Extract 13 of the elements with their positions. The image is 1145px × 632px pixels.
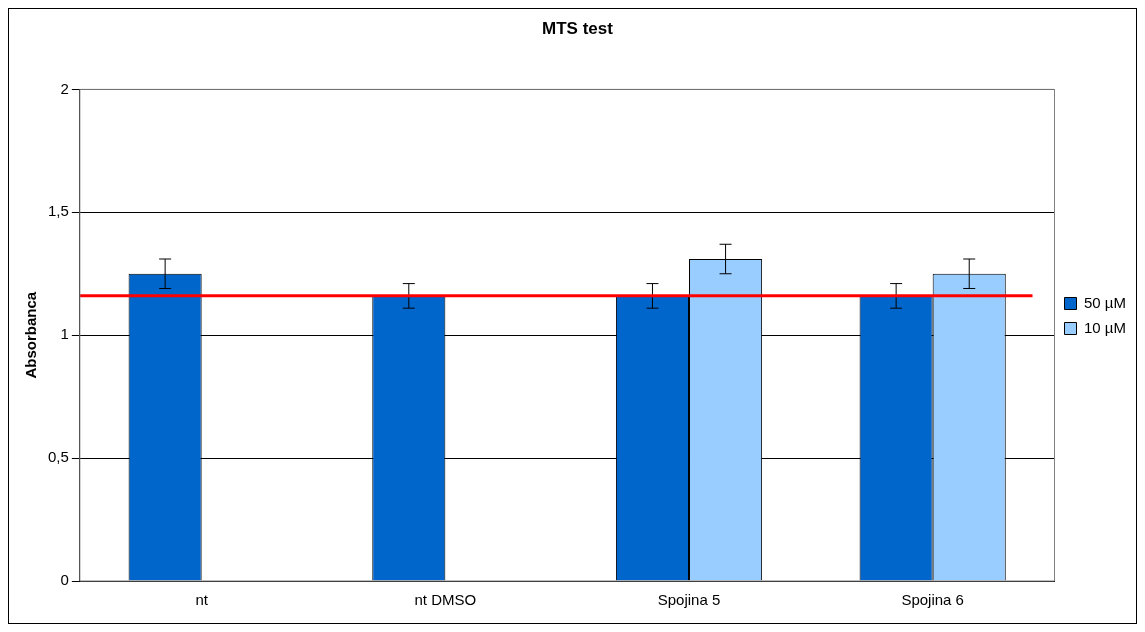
chart-title: MTS test	[542, 18, 614, 38]
x-tick-label: Spojina 5	[657, 591, 721, 609]
x-tick-label: nt	[195, 591, 209, 609]
x-tick-label: Spojina 6	[901, 591, 964, 609]
y-tick-label: 2	[60, 79, 69, 97]
legend-label: 50 µM	[1084, 293, 1127, 311]
y-tick-label: 0,5	[47, 448, 69, 466]
legend-label: 10 µM	[1084, 318, 1127, 336]
y-tick-label: 1,5	[47, 202, 69, 220]
y-tick-label: 1	[60, 325, 69, 343]
y-axis-title: Absorbanca	[22, 291, 40, 379]
x-tick-label: nt DMSO	[414, 591, 477, 609]
y-tick-label: 0	[60, 571, 69, 589]
